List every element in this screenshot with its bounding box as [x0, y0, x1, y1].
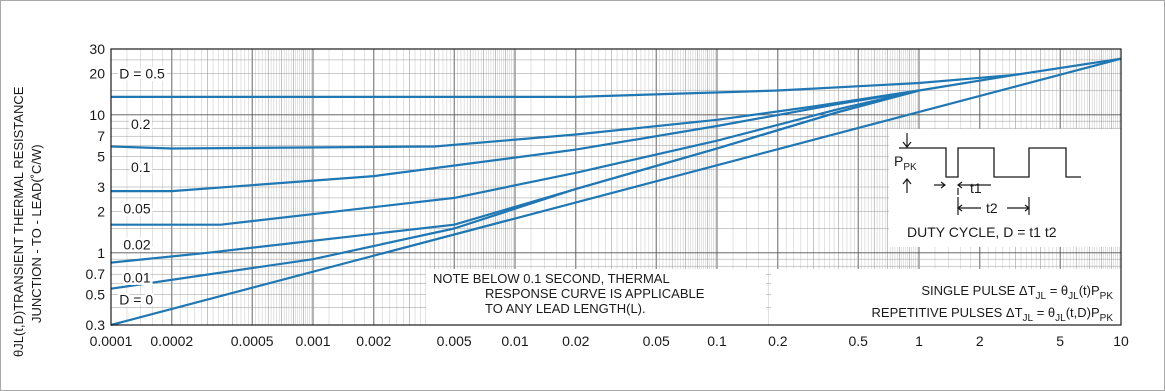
duty-cycle-inset: PPK t1 t2 DUTY CYCLE, D = t1 t2: [889, 129, 1121, 247]
inset-background: [889, 129, 1121, 247]
series-line: [111, 89, 920, 226]
curve-label: 0.02: [123, 236, 150, 252]
note-box: NOTE BELOW 0.1 SECOND, THERMAL RESPONSE …: [426, 269, 766, 325]
x-tick-label: 0.1: [707, 333, 727, 349]
x-tick-label: 5: [1056, 333, 1064, 349]
curve-labels: D = 0.5 0.2 0.1 0.05 0.02 0.01 D = 0: [117, 63, 168, 310]
t1-label: t1: [970, 180, 982, 196]
data-series: [110, 57, 1122, 327]
curve-label: D = 0: [119, 291, 153, 307]
single-pulse-formula: SINGLE PULSE ΔTJL = θJL(t)PPK: [921, 283, 1113, 302]
curve-label: 0.01: [123, 270, 150, 286]
curve-label: 0.05: [123, 200, 150, 216]
y-tick-label: 7: [97, 128, 105, 144]
repetitive-pulses-formula: REPETITIVE PULSES ΔTJL = θJL(t,D)PPK: [872, 305, 1114, 324]
y-label-line1: θJL(t,D)TRANSIENT THERMAL RESISTANCE: [11, 86, 26, 357]
series-line: [111, 57, 1122, 98]
x-tick-label: 0.0002: [150, 333, 193, 349]
y-tick-label: 3: [97, 179, 105, 195]
x-tick-label: 0.02: [562, 333, 589, 349]
x-tick-label: 0.0005: [231, 333, 274, 349]
note-line3: TO ANY LEAD LENGTH(L).: [485, 301, 646, 316]
y-tick-label: 2: [97, 203, 105, 219]
x-tick-label: 0.2: [768, 333, 788, 349]
t2-dimension: [957, 197, 1030, 215]
pulse-waveform: [899, 147, 1081, 178]
x-tick-label: 1: [915, 333, 923, 349]
note-line1: NOTE BELOW 0.1 SECOND, THERMAL: [433, 271, 670, 286]
formula-box: SINGLE PULSE ΔTJL = θJL(t)PPK REPETITIVE…: [771, 269, 1121, 325]
x-tick-label: 0.01: [501, 333, 528, 349]
duty-cycle-label: DUTY CYCLE, D = t1 t2: [907, 224, 1057, 240]
curve-label: 0.2: [131, 116, 151, 132]
x-tick-label: 0.005: [437, 333, 472, 349]
x-tick-label: 10: [1113, 333, 1129, 349]
t1-dimension: [934, 181, 991, 195]
y-tick-label: 1: [97, 245, 105, 261]
note-line2: RESPONSE CURVE IS APPLICABLE: [485, 286, 705, 301]
y-tick-labels: 0.3 0.5 0.7 1 2 3 5 7 10 20 30: [86, 41, 106, 333]
y-tick-label: 0.5: [86, 286, 106, 302]
ppk-label: PPK: [894, 153, 917, 173]
formula-background: [771, 269, 1121, 325]
y-label-line2: JUNCTION - TO - LEAD(˚C/W): [29, 144, 44, 323]
y-tick-label: 0.3: [86, 317, 106, 333]
curve-label: 0.1: [131, 159, 151, 175]
y-tick-label: 5: [97, 148, 105, 164]
x-tick-label: 0.5: [848, 333, 868, 349]
x-tick-label: 0.002: [356, 333, 391, 349]
curve-label: D = 0.5: [119, 65, 165, 81]
series-line: [110, 89, 920, 290]
t2-label: t2: [986, 200, 998, 216]
y-tick-label: 10: [89, 107, 105, 123]
series-line: [111, 89, 920, 193]
y-axis-label: θJL(t,D)TRANSIENT THERMAL RESISTANCE JUN…: [11, 86, 44, 357]
x-tick-labels: 0.0001 0.0002 0.0005 0.001 0.002 0.005 0.01 0.0…: [90, 333, 1129, 349]
x-tick-label: 0.05: [643, 333, 670, 349]
x-tick-label: 0.0001: [90, 333, 133, 349]
ppk-arrows: [902, 133, 912, 193]
series-line: [110, 57, 1122, 327]
x-tick-label: 2: [976, 333, 984, 349]
y-tick-label: 20: [89, 65, 105, 81]
x-tick-label: 0.001: [295, 333, 330, 349]
note-background: [426, 269, 766, 325]
y-tick-label: 30: [89, 41, 105, 57]
plot-border: [110, 48, 1122, 326]
y-tick-label: 0.7: [86, 266, 106, 282]
